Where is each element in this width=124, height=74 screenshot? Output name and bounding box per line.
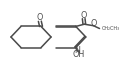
- Text: O: O: [80, 11, 87, 20]
- Text: CH₂CH₃: CH₂CH₃: [102, 26, 120, 31]
- Text: O: O: [91, 19, 97, 28]
- Text: N: N: [74, 46, 80, 55]
- Text: O: O: [37, 13, 43, 22]
- Text: OH: OH: [73, 50, 85, 59]
